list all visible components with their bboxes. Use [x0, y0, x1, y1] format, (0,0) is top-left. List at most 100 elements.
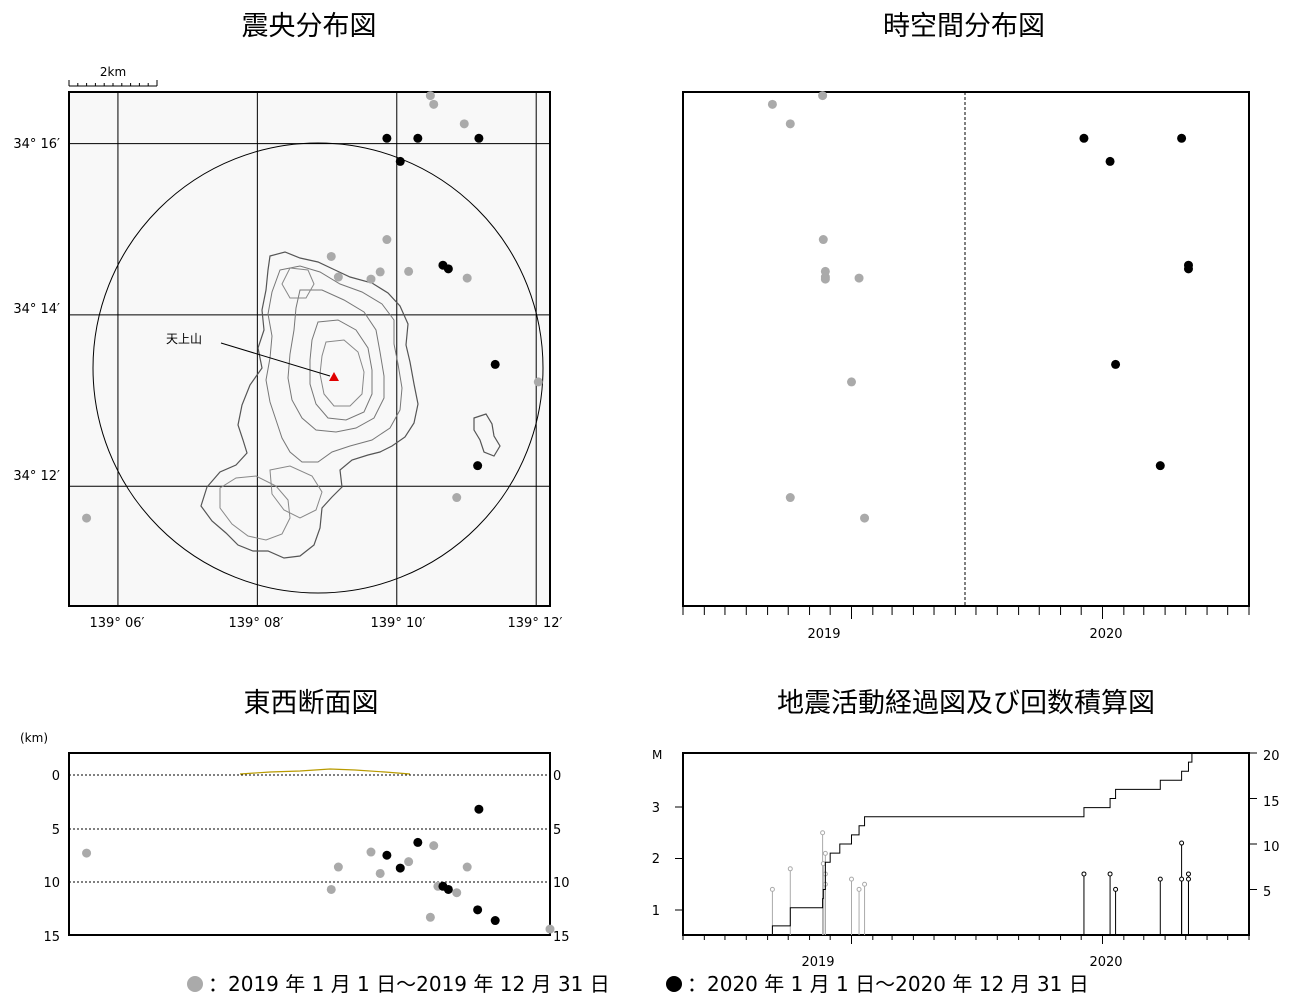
magnitude-marker	[1113, 886, 1119, 892]
spacetime-point-2019	[785, 493, 795, 503]
spacetime-point-2020	[1177, 133, 1187, 143]
cross-section-point-2020	[443, 884, 453, 894]
cross-section-point-2019	[429, 841, 439, 851]
depth-tick-right-5: 5	[553, 823, 561, 838]
epicenter-point-2019	[82, 513, 92, 523]
cumulative-count-line	[683, 752, 1249, 936]
topography-profile	[239, 768, 411, 775]
magnitude-marker	[1185, 876, 1191, 882]
spacetime-points	[767, 91, 1193, 523]
legend-marker-2019	[187, 976, 203, 992]
activity-year-2020: 2020	[1089, 955, 1122, 970]
epicenter-map: 天上山 2km 34° 16′ 34° 14′ 34° 12′ 139° 06′…	[13, 65, 562, 631]
map-frame	[68, 91, 551, 607]
magnitude-marker	[787, 866, 793, 872]
spacetime-title: 時空間分布図	[883, 11, 1045, 42]
activity-plot: M 1 2 3 5 10 15 20 2019 2020	[652, 748, 1280, 970]
cross-section-point-2019	[462, 862, 472, 872]
contour-4	[319, 339, 365, 407]
m-tick-2: 2	[652, 852, 660, 867]
epicenter-map-title: 震央分布図	[242, 11, 377, 42]
magnitude-axis-label: M	[652, 748, 662, 762]
count-tick-15: 15	[1263, 795, 1280, 810]
cross-section-point-2019	[375, 868, 385, 878]
spacetime-point-2019	[846, 377, 856, 387]
cross-section-point-2019	[452, 888, 462, 898]
contour-3	[309, 319, 373, 421]
epicenter-point-2019	[425, 91, 435, 101]
spacetime-point-2020	[1111, 359, 1121, 369]
cross-section-point-2020	[395, 863, 405, 873]
spacetime-point-2020	[1079, 133, 1089, 143]
legend-label-2019: ：2019 年 1 月 1 日～2019 年 12 月 31 日	[208, 972, 610, 996]
spacetime-point-2020	[1105, 156, 1115, 166]
epicenter-point-2019	[326, 251, 336, 261]
epicenter-point-2019	[375, 267, 385, 277]
cross-section-point-2019	[366, 847, 376, 857]
contour-1	[265, 265, 403, 463]
spacetime-point-2019	[818, 235, 828, 245]
magnitude-marker	[1179, 840, 1185, 846]
epicenter-point-2019	[459, 119, 469, 129]
spacetime-frame	[682, 91, 1250, 607]
map-grid	[69, 92, 550, 606]
activity-title: 地震活動経過図及び回数積算図	[777, 688, 1155, 719]
volcano-marker	[329, 372, 339, 381]
spacetime-year-2020: 2020	[1089, 627, 1122, 642]
epicenter-point-2019	[333, 272, 343, 282]
magnitude-marker	[848, 876, 854, 882]
cross-section-point-2020	[382, 850, 392, 860]
contour-7	[269, 465, 323, 519]
legend-label-2020: ：2020 年 1 月 1 日～2020 年 12 月 31 日	[687, 972, 1089, 996]
cross-section-point-2020	[474, 804, 484, 814]
cross-section-point-2019	[425, 912, 435, 922]
epicenter-point-2020	[490, 359, 500, 369]
scale-label: 2km	[100, 65, 126, 79]
cross-section-point-2019	[326, 884, 336, 894]
spacetime-year-2019: 2019	[807, 627, 840, 642]
epicenter-point-2019	[429, 99, 439, 109]
spacetime-plot: 2019 2020	[682, 91, 1250, 642]
contour-5	[281, 267, 315, 299]
contour-6	[219, 475, 291, 541]
spacetime-point-2019	[767, 99, 777, 109]
cross-section-point-2020	[490, 916, 500, 926]
epicenter-point-2019	[366, 274, 376, 284]
depth-tick-left-10: 10	[43, 876, 60, 891]
cross-section-plot: (km) 0 5 10 15 0 5 10 15	[20, 731, 570, 945]
epicenter-point-2020	[474, 133, 484, 143]
m-tick-3: 3	[652, 801, 660, 816]
contour-2	[287, 289, 385, 433]
magnitude-marker	[1107, 871, 1113, 877]
epicenter-point-2020	[382, 133, 392, 143]
m-tick-1: 1	[652, 904, 660, 919]
magnitude-stems	[675, 752, 1257, 935]
spacetime-point-2019	[860, 513, 870, 523]
depth-tick-right-10: 10	[553, 876, 570, 891]
count-tick-10: 10	[1263, 840, 1280, 855]
coastline	[200, 251, 419, 559]
legend-marker-2020	[666, 976, 682, 992]
epicenter-point-2019	[382, 235, 392, 245]
count-tick-20: 20	[1263, 749, 1280, 764]
epicenter-point-2019	[462, 273, 472, 283]
map-points	[82, 91, 543, 523]
activity-year-2019: 2019	[801, 955, 834, 970]
epicenter-point-2020	[443, 264, 453, 274]
magnitude-marker	[820, 830, 826, 836]
lon-label-12: 139° 12′	[508, 616, 563, 631]
magnitude-marker	[769, 886, 775, 892]
magnitude-marker	[820, 861, 826, 867]
lat-label-14: 34° 14′	[13, 302, 60, 317]
epicenter-point-2019	[533, 377, 543, 387]
lat-label-12: 34° 12′	[13, 469, 60, 484]
magnitude-marker	[856, 886, 862, 892]
depth-tick-right-0: 0	[553, 769, 561, 784]
cross-section-point-2019	[404, 857, 414, 867]
lon-label-10: 139° 10′	[371, 616, 426, 631]
cross-section-frame	[68, 752, 551, 936]
cross-section-points	[82, 804, 555, 934]
epicenter-point-2020	[395, 156, 405, 166]
spacetime-point-2020	[1155, 461, 1165, 471]
